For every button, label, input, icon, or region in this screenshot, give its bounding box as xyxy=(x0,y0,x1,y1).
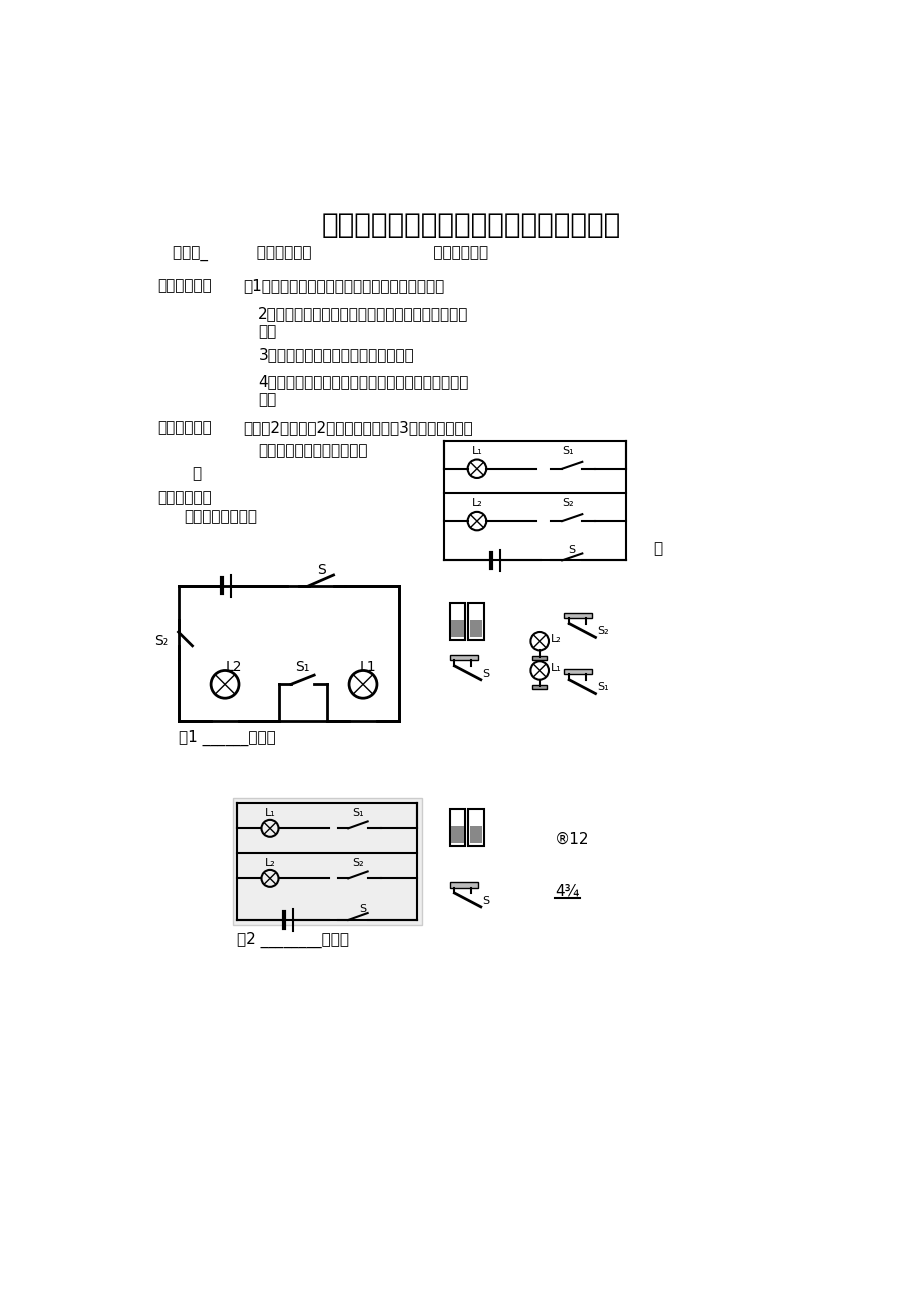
Text: 【实验目的】: 【实验目的】 xyxy=(157,278,212,293)
Text: S₁: S₁ xyxy=(596,683,608,692)
Text: 班级：_          小组合作者一                         活动时间：一: 班级：_ 小组合作者一 活动时间：一 xyxy=(173,247,488,263)
Bar xyxy=(449,809,465,846)
Text: 串联电路和并联电路各有什: 串联电路和并联电路各有什 xyxy=(258,444,368,458)
Text: （一）提出问题：: （一）提出问题： xyxy=(185,509,257,524)
Bar xyxy=(531,656,547,660)
Text: S₂: S₂ xyxy=(154,634,168,648)
Text: 连接简单的串联电路和并联电路实验报告: 连接简单的串联电路和并联电路实验报告 xyxy=(322,212,620,239)
Text: 4、通过电路的连接等，培养学生良好的电学实验习: 4、通过电路的连接等，培养学生良好的电学实验习 xyxy=(258,375,469,389)
Text: ®12: ®12 xyxy=(554,831,589,847)
Text: L₂: L₂ xyxy=(550,634,561,644)
Bar xyxy=(564,669,592,674)
Text: L1: L1 xyxy=(359,660,376,674)
Text: 图2 ________电路图: 图2 ________电路图 xyxy=(237,932,349,948)
Bar xyxy=(531,686,547,690)
Text: S: S xyxy=(317,563,326,578)
Bar xyxy=(468,809,483,846)
Text: 3、了解串联电路和并联电路的特点。: 3、了解串联电路和并联电路的特点。 xyxy=(258,347,414,362)
Text: 4¾: 4¾ xyxy=(554,883,579,899)
Bar xyxy=(449,656,477,661)
Bar xyxy=(564,613,592,618)
Text: L₁: L₁ xyxy=(265,808,275,818)
Bar xyxy=(449,604,465,640)
Text: 2、了解串联电路、并联电路中开关的连接和控制作: 2、了解串联电路、并联电路中开关的连接和控制作 xyxy=(258,307,469,321)
Text: S₂: S₂ xyxy=(562,498,573,509)
Text: 惯。: 惯。 xyxy=(258,392,277,407)
Text: L₂: L₂ xyxy=(265,857,275,868)
Bar xyxy=(470,826,482,843)
Text: ：1、初步学会串联电路、并联电路的连接方法。: ：1、初步学会串联电路、并联电路的连接方法。 xyxy=(243,278,444,293)
Bar xyxy=(451,826,463,843)
Text: S: S xyxy=(568,545,575,554)
Text: L₂: L₂ xyxy=(471,498,482,509)
Text: 【实验器材】: 【实验器材】 xyxy=(157,420,212,436)
Text: S: S xyxy=(359,904,366,915)
Text: 乙: 乙 xyxy=(192,467,201,481)
Text: L₁: L₁ xyxy=(471,446,482,457)
Bar xyxy=(449,882,477,887)
Text: S₂: S₂ xyxy=(596,626,608,636)
Text: 整: 整 xyxy=(652,541,662,557)
Text: L₁: L₁ xyxy=(550,664,561,673)
Text: 小灯泡2只，灯座2个、电池组，开关3个，导线若干。: 小灯泡2只，灯座2个、电池组，开关3个，导线若干。 xyxy=(243,420,472,436)
Bar xyxy=(451,621,463,637)
Text: S₁: S₁ xyxy=(295,660,310,674)
Text: S₁: S₁ xyxy=(351,808,363,818)
Text: S₁: S₁ xyxy=(562,446,573,457)
Text: 【实验过程】: 【实验过程】 xyxy=(157,489,212,505)
Text: S: S xyxy=(482,895,489,905)
Bar xyxy=(233,799,422,925)
Text: L2: L2 xyxy=(226,660,243,674)
Text: 用。: 用。 xyxy=(258,324,277,340)
Text: S: S xyxy=(482,669,489,679)
Text: S₂: S₂ xyxy=(351,857,363,868)
Bar xyxy=(470,621,482,637)
Bar xyxy=(468,604,483,640)
Text: 图1 ______电路图: 图1 ______电路图 xyxy=(178,730,275,745)
